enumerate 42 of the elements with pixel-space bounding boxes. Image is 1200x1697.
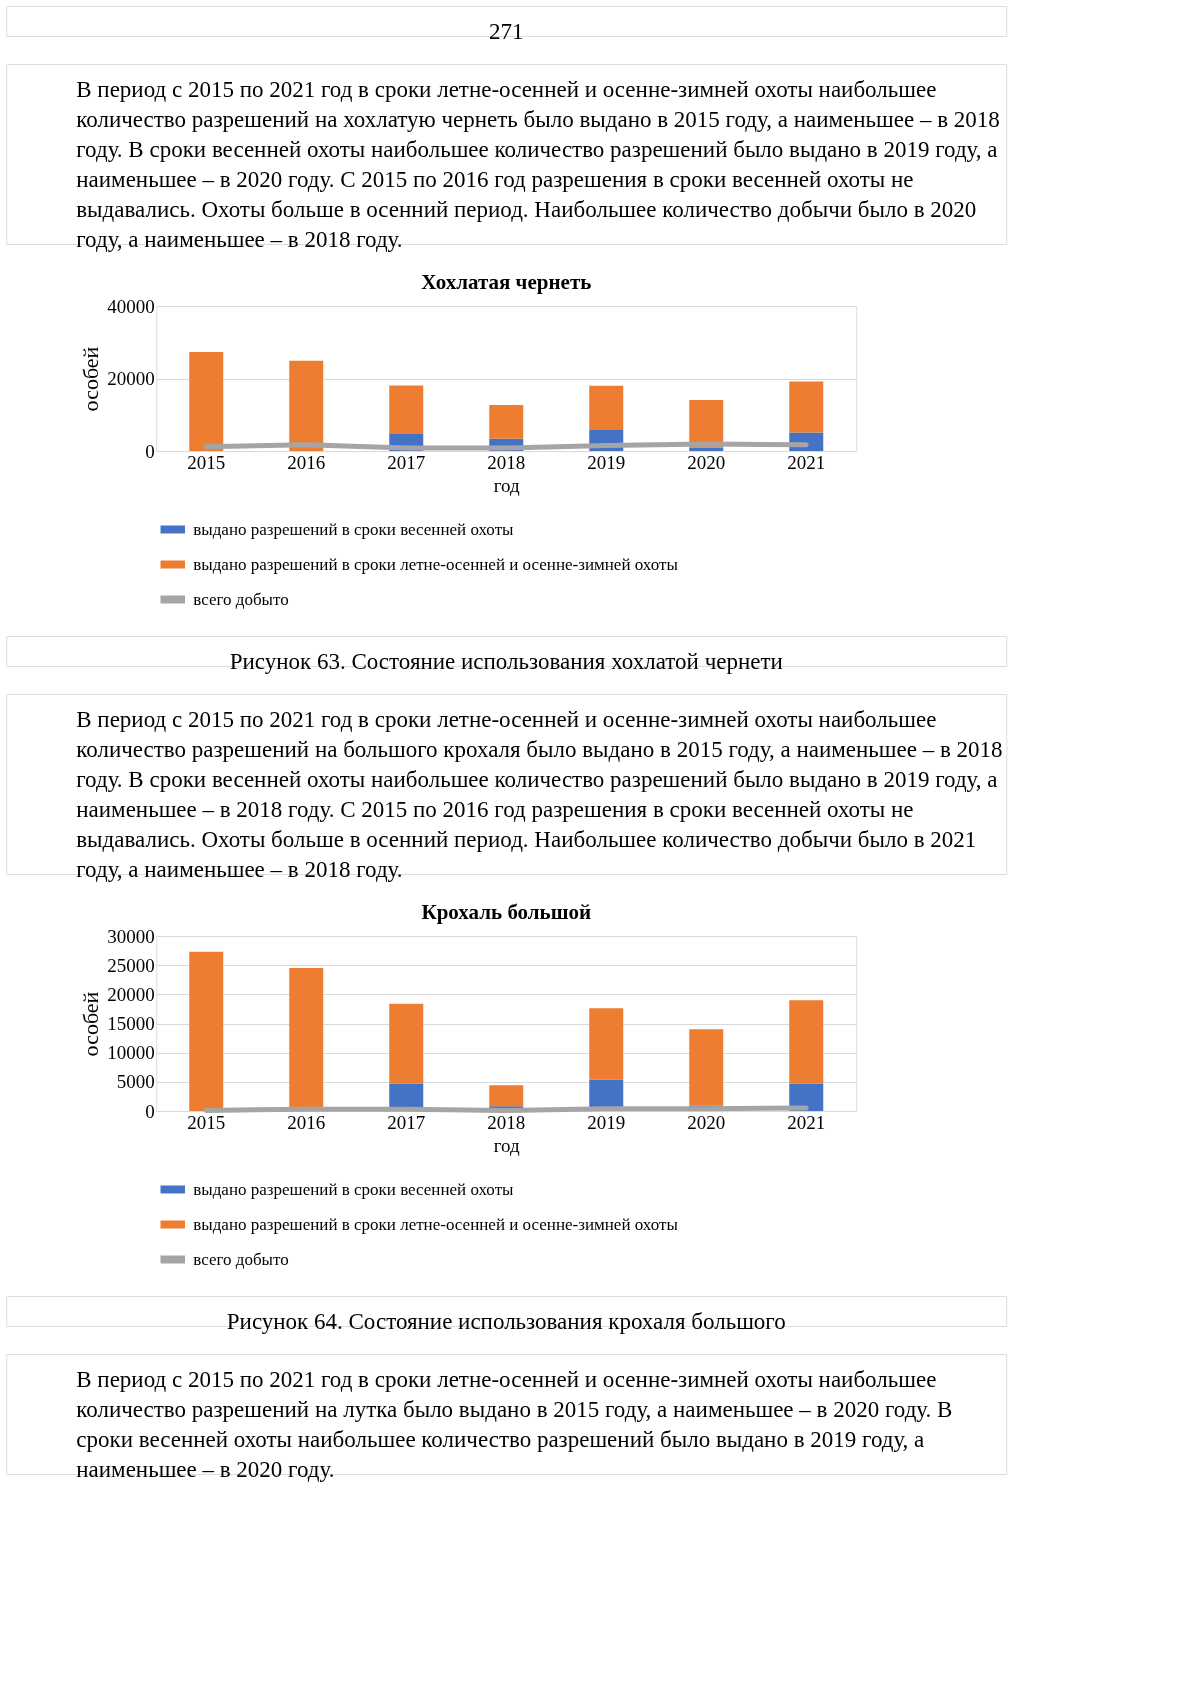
text: В период с 2015 по 2021 год в сроки летне-осенней и осенне-зимней охоты наибольшее количество разрешений на хохлатую чернеть было выдано в 2015 году, а наименьшее – в 2018 году. В сроки весенней охоты наибольшее количество разрешений было выдано в 2019 году, а наименьшее – в 2020 году. С 2015 по 2016 год разрешения в сроки весенней охоты не выдавались. Охоты больше в осенний период. Наибольшее количество добычи было в 2020 году, а наименьшее – в 2018 году. (76, 77, 1000, 252)
x-tick-label: 2021 (787, 451, 826, 473)
x-tick-label: 2017 (387, 1111, 426, 1133)
x-tick-label: 2017 (387, 451, 426, 473)
x-tick-label: 2016 (287, 451, 326, 473)
x-tick-label: 2020 (687, 451, 726, 473)
x-tick-label: 2021 (787, 1111, 826, 1133)
legend-label: всего добыто (193, 589, 289, 609)
text: 271 (489, 19, 524, 44)
x-axis-title: год (493, 474, 521, 496)
legend-label: выдано разрешений в сроки летне-осенней и осенне-зимней охоты (193, 554, 679, 574)
x-tick-label: 2015 (187, 1111, 226, 1133)
y-tick-label: 20000 (107, 368, 155, 389)
y-tick-label: 0 (145, 1100, 155, 1122)
y-tick-label: 0 (145, 440, 155, 462)
y-axis-title: особей (78, 346, 104, 412)
y-axis-title: особей (78, 991, 104, 1057)
y-tick-label: 25000 (107, 954, 155, 976)
x-tick-label: 2015 (187, 451, 226, 473)
legend-label: выдано разрешений в сроки весенней охоты (193, 519, 515, 539)
y-tick-label: 15000 (107, 1013, 155, 1034)
chart-title: Крохаль большой (421, 900, 592, 924)
x-axis-title: год (493, 1134, 521, 1156)
x-tick-label: 2018 (487, 451, 526, 473)
legend-label: всего добыто (193, 1249, 289, 1269)
x-tick-label: 2019 (587, 451, 626, 473)
text: Рисунок 63. Состояние использования хохлатой чернети (229, 649, 783, 674)
x-tick-label: 2019 (587, 1111, 626, 1133)
text: В период с 2015 по 2021 год в сроки летне-осенней и осенне-зимней охоты наибольшее количество разрешений на лутка было выдано в 2015 году, а наименьшее – в 2020 году. В сроки весенней охоты наибольшее количество разрешений было выдано в 2019 году, а наименьшее – в 2020 году. (76, 1367, 953, 1482)
y-tick-label: 30000 (107, 925, 155, 947)
x-tick-label: 2020 (687, 1111, 726, 1133)
y-tick-label: 20000 (107, 983, 155, 1005)
x-tick-label: 2016 (287, 1111, 326, 1133)
y-tick-label: 5000 (116, 1071, 155, 1093)
chart-title: Хохлатая чернеть (421, 270, 592, 294)
y-tick-label: 10000 (107, 1042, 155, 1064)
text: В период с 2015 по 2021 год в сроки летне-осенней и осенне-зимней охоты наибольшее количество разрешений на большого крохаля было выдано в 2015 году, а наименьшее – в 2018 году. В сроки весенней охоты наибольшее количество разрешений было выдано в 2019 году, а наименьшее – в 2018 году. С 2015 по 2016 год разрешения в сроки весенней охоты не выдавались. Охоты больше в осенний период. Наибольшее количество добычи было в 2021 году, а наименьшее – в 2018 году. (76, 707, 1003, 882)
y-tick-label: 40000 (107, 295, 155, 317)
legend-label: выдано разрешений в сроки летне-осенней и осенне-зимней охоты (193, 1214, 679, 1234)
text: Рисунок 64. Состояние использования крохаля большого (226, 1309, 786, 1334)
legend-label: выдано разрешений в сроки весенней охоты (193, 1179, 515, 1199)
x-tick-label: 2018 (487, 1111, 526, 1133)
